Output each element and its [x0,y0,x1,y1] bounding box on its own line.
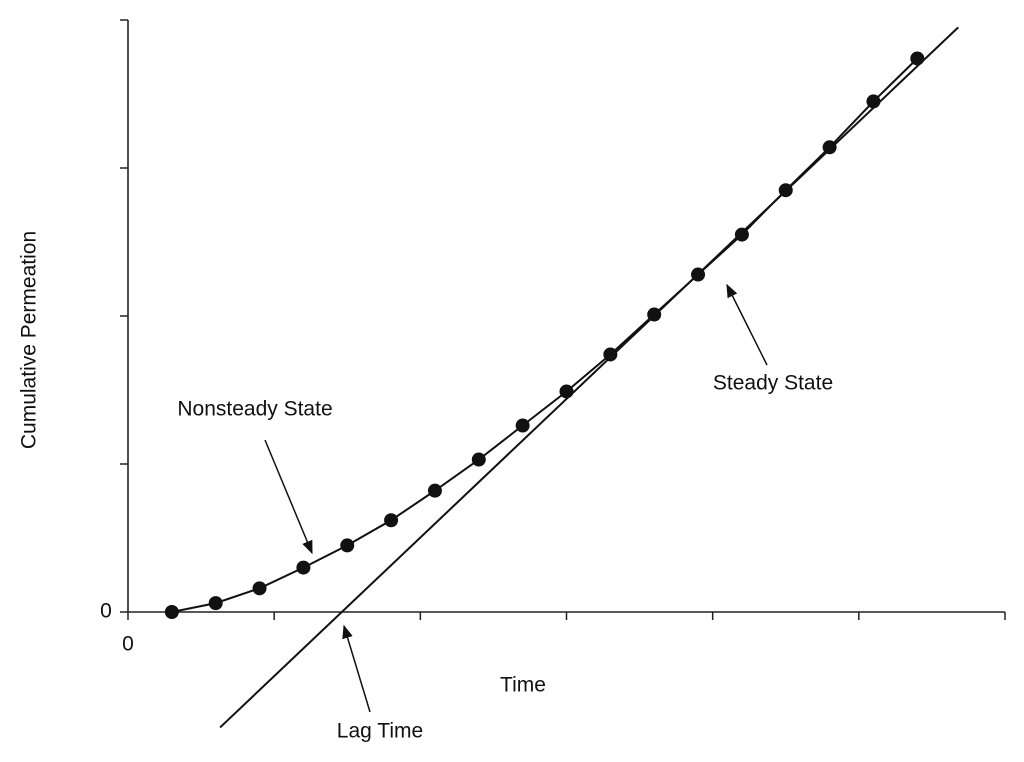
data-point [427,483,442,498]
data-point [647,307,662,322]
arrow [342,624,371,713]
data-point [515,418,530,433]
data-point [164,605,179,619]
data-point [340,538,355,553]
annotation: Steady State [713,372,833,395]
arrow [726,283,768,366]
data-point [910,51,925,66]
data-point [734,227,749,242]
data-point [778,183,793,198]
data-point [559,384,574,399]
x-axis-label: Time [500,674,546,697]
data-curve [171,57,918,613]
data-point [208,596,223,611]
y-axis-label: Cumulative Permeation [18,231,41,449]
annotation: Lag Time [337,720,423,743]
data-point [384,513,399,528]
steady-state-line [219,26,959,729]
arrow [264,439,313,555]
data-point [603,347,618,362]
data-point [296,560,311,575]
annotation: Nonsteady State [177,398,332,421]
x-origin-label: 0 [122,633,134,656]
data-point [471,452,486,467]
data-point [822,140,837,155]
data-point [866,94,881,109]
y-origin-label: 0 [100,600,112,623]
data-point [691,267,706,282]
data-point [252,581,267,596]
